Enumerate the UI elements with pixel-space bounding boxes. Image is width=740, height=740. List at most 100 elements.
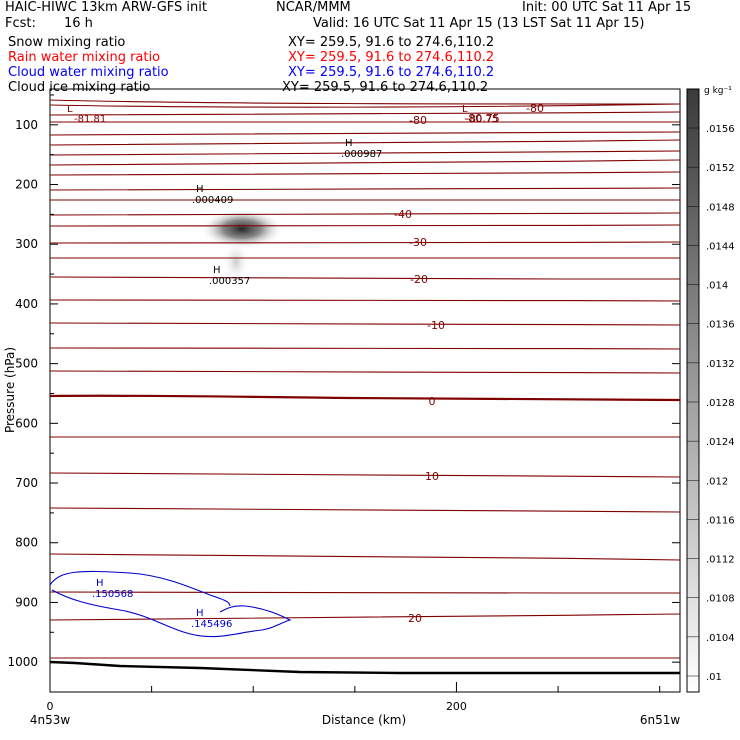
temperature-contour	[49, 103, 681, 108]
legend-rain-xy: XY= 259.5, 91.6 to 274.6,110.2	[288, 50, 495, 65]
temperature-contour	[49, 613, 681, 621]
x-start-location: 4n53w	[30, 713, 71, 727]
cloud-high-value-1: .150568	[92, 589, 133, 600]
colorbar-level: .0128	[706, 398, 735, 409]
colorbar-level: .0108	[706, 594, 735, 605]
temperature-contours	[49, 99, 681, 659]
temperature-contour	[49, 171, 681, 176]
temperature-contour	[49, 150, 681, 156]
plot-frame	[49, 88, 681, 693]
colorbar-level: .0136	[706, 320, 735, 331]
cloud-high-marker-2: H	[196, 608, 204, 619]
legend-ice-xy: XY= 259.5, 91.6 to 274.6,110.2	[282, 80, 489, 95]
ice-high-value-1: .000987	[341, 149, 382, 160]
legend-cloudwater-name: Cloud water mixing ratio	[8, 65, 169, 80]
colorbar-level: .0144	[706, 241, 735, 252]
colorbar-level: .0156	[706, 124, 735, 135]
low-marker-2: L	[462, 104, 468, 115]
colorbar-level: .01	[706, 672, 722, 683]
colorbar-level: .0132	[706, 359, 735, 370]
x-axis-label: Distance (km)	[322, 713, 406, 727]
y-tick-label: 400	[15, 297, 38, 311]
temperature-contour	[49, 276, 681, 280]
x-tick-label: 200	[446, 700, 467, 713]
cloud-water-contour-2	[51, 589, 292, 638]
contour-label-zero: 0	[429, 395, 436, 408]
y-tick-label: 900	[15, 595, 38, 609]
cloud-high-value-2: .145496	[191, 619, 232, 630]
temperature-contour	[49, 131, 681, 136]
temperature-contour	[49, 111, 681, 116]
y-tick-label: 200	[15, 178, 38, 192]
legend-snow-xy: XY= 259.5, 91.6 to 274.6,110.2	[288, 35, 495, 50]
legend-cloudwater-xy: XY= 259.5, 91.6 to 274.6,110.2	[288, 65, 495, 80]
y-tick-label: 100	[15, 118, 38, 132]
y-tick-label: 600	[15, 416, 38, 430]
colorbar	[686, 88, 700, 693]
x-axis: 0 200	[47, 682, 661, 713]
cloud-water-contour-1	[49, 570, 231, 607]
y-tick-label: 300	[15, 237, 38, 251]
low-value-1: -81.81	[74, 114, 106, 125]
init-time: Init: 00 UTC Sat 11 Apr 15	[522, 0, 692, 15]
x-tick-label: 0	[47, 700, 54, 713]
model-title: HAIC-HIWC 13km ARW-GFS init	[5, 0, 207, 15]
x-end-location: 6n51w	[640, 713, 681, 727]
y-tick-label: 700	[15, 476, 38, 490]
ice-high-marker-1: H	[345, 138, 353, 149]
valid-time: Valid: 16 UTC Sat 11 Apr 15 (13 LST Sat …	[313, 16, 645, 31]
temperature-contour	[49, 299, 681, 302]
colorbar-level: .0152	[706, 163, 735, 174]
temperature-contour	[49, 553, 681, 561]
colorbar-level: .0112	[706, 555, 735, 566]
cloud-high-marker-1: H	[96, 578, 104, 589]
temperature-contour	[49, 347, 681, 350]
surface-line	[49, 660, 680, 675]
colorbar-level: .0124	[706, 437, 735, 448]
contour-label-minus40: -40	[394, 208, 412, 221]
temperature-contour	[49, 507, 681, 513]
contour-label-10: 10	[425, 470, 439, 483]
legend-snow-name: Snow mixing ratio	[8, 35, 126, 50]
contour-label-minus80-top: -80	[526, 102, 544, 115]
temperature-contour	[49, 159, 681, 166]
fcst-value: 16 h	[64, 16, 93, 31]
temperature-contour	[49, 241, 681, 244]
freezing-level-contour	[49, 394, 681, 402]
temperature-contour	[49, 370, 681, 374]
colorbar-unit: g kg⁻¹	[704, 86, 732, 96]
legend-ice-name: Cloud ice mixing ratio	[8, 80, 151, 95]
colorbar-level: .0116	[706, 515, 735, 526]
ice-high-value-2: .000409	[192, 195, 233, 206]
contour-label-minus80: -80	[409, 114, 427, 127]
contour-label-minus80-75: -80.75	[464, 112, 499, 125]
temperature-contour	[49, 187, 681, 191]
ice-shading-tail	[222, 240, 250, 284]
contour-label-minus10: -10	[427, 319, 445, 332]
temperature-contour	[49, 472, 681, 478]
low-value-2: -80.75	[466, 114, 498, 125]
colorbar-labels: .01 .0104 .0108 .0112 .0116 .012 .0124 .0128 .01…	[687, 124, 735, 683]
ice-shading	[200, 209, 284, 249]
temperature-contour	[49, 212, 681, 216]
y-tick-label: 1000	[7, 655, 38, 669]
colorbar-level: .0104	[706, 633, 735, 644]
colorbar-level: .014	[706, 281, 728, 292]
fcst-label: Fcst:	[5, 16, 36, 31]
y-tick-label: 800	[15, 536, 38, 550]
temperature-contour	[49, 322, 681, 326]
temperature-contour	[49, 139, 681, 146]
legend-rain-name: Rain water mixing ratio	[8, 50, 161, 65]
temperature-contour	[49, 99, 681, 105]
ice-high-marker-2: H	[196, 184, 204, 195]
y-axis-label: Pressure (hPa)	[3, 347, 17, 433]
colorbar-level: .0148	[706, 202, 735, 213]
contour-label-20: 20	[408, 612, 422, 625]
low-marker-1: L	[67, 104, 73, 115]
colorbar-level: .012	[706, 476, 728, 487]
ice-high-value-3: .000357	[209, 276, 250, 287]
y-tick-label: 500	[15, 357, 38, 371]
contour-label-minus20: -20	[410, 273, 428, 286]
